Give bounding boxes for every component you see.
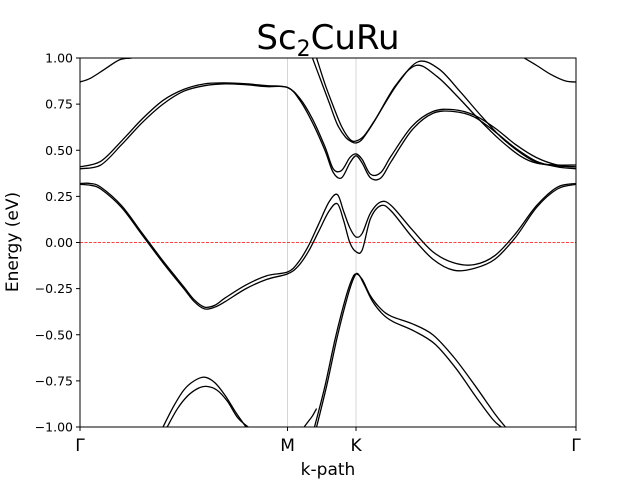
y-tick-label: −0.50 — [35, 327, 73, 342]
band-line-11 — [162, 376, 247, 427]
y-axis-label: Energy (eV) — [3, 192, 23, 292]
band-line-9 — [313, 273, 506, 427]
band-line-10 — [315, 272, 502, 427]
y-axis: −1.00 −0.75 −0.50 −0.25 0.00 0.25 0.50 0.75 1.00 — [35, 51, 80, 435]
band-line-3 — [80, 82, 576, 177]
y-tick-label: 0.50 — [45, 143, 73, 158]
band-lines — [80, 58, 576, 427]
x-tick-label: Γ — [571, 436, 581, 456]
title-subscript: 2 — [297, 37, 311, 62]
x-tick-label: Γ — [75, 436, 85, 456]
band-line-8 — [80, 183, 576, 310]
y-tick-label: −0.75 — [35, 373, 73, 388]
band-line-6 — [315, 58, 576, 168]
y-tick-label: −0.25 — [35, 281, 73, 296]
y-tick-label: 1.00 — [45, 51, 73, 66]
chart-title: Sc2CuRu — [256, 18, 399, 62]
band-line-7 — [80, 182, 576, 309]
x-axis-label: k-path — [301, 460, 356, 480]
x-tick-label: M — [280, 436, 295, 456]
band-line-4 — [80, 83, 576, 181]
band-line-12 — [166, 385, 249, 427]
title-suffix: CuRu — [311, 18, 400, 58]
band-line-13 — [303, 408, 318, 427]
y-tick-label: 0.25 — [45, 189, 73, 204]
y-tick-label: 0.75 — [45, 97, 73, 112]
band-line-2 — [523, 58, 576, 83]
y-tick-label: 0.00 — [45, 235, 73, 250]
x-tick-label: K — [350, 436, 362, 456]
y-tick-label: −1.00 — [35, 420, 73, 435]
band-line-1 — [80, 58, 132, 83]
title-prefix: Sc — [256, 18, 296, 58]
